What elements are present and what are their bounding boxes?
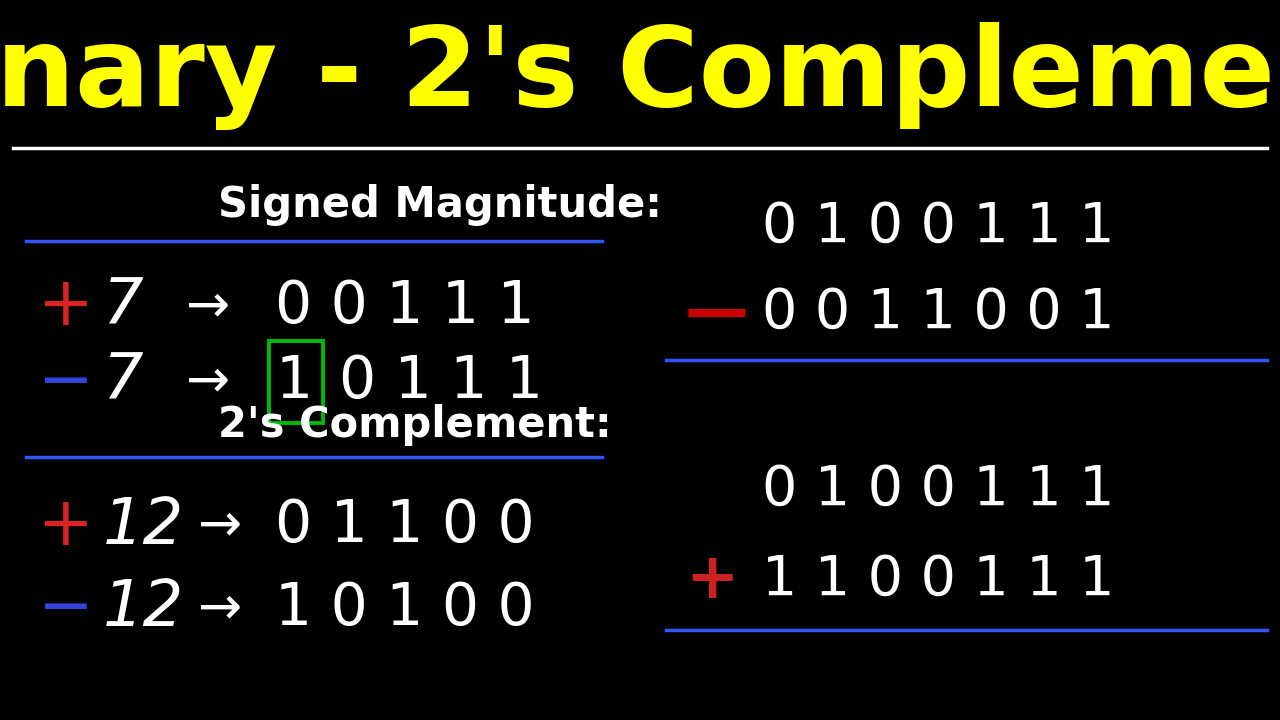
Text: 1 1 0 0 1 1 1: 1 1 0 0 1 1 1 — [762, 553, 1114, 606]
Text: 7: 7 — [102, 275, 143, 337]
Text: +: + — [38, 492, 95, 559]
Text: 0 1 1 1: 0 1 1 1 — [339, 353, 543, 410]
Text: →: → — [198, 500, 243, 552]
Text: →: → — [186, 280, 230, 332]
Text: 0 1 0 0 1 1 1: 0 1 0 0 1 1 1 — [762, 463, 1114, 517]
Text: 12: 12 — [102, 577, 183, 639]
Text: —: — — [685, 282, 749, 344]
Text: 0 1 1 0 0: 0 1 1 0 0 — [275, 497, 535, 554]
Text: →: → — [198, 582, 243, 634]
Text: 0 1 0 0 1 1 1: 0 1 0 0 1 1 1 — [762, 199, 1114, 253]
Text: −: − — [38, 575, 95, 642]
Text: 0 0 1 1 1: 0 0 1 1 1 — [275, 277, 535, 335]
Text: Binary - 2's Complement: Binary - 2's Complement — [0, 22, 1280, 130]
Text: Signed Magnitude:: Signed Magnitude: — [218, 184, 662, 226]
Text: 12: 12 — [102, 495, 183, 557]
Text: 0 0 1 1 0 0 1: 0 0 1 1 0 0 1 — [762, 287, 1114, 341]
Text: 7: 7 — [102, 351, 143, 413]
Text: +: + — [685, 549, 739, 611]
Text: 2's Complement:: 2's Complement: — [218, 404, 612, 446]
Text: →: → — [186, 356, 230, 408]
Text: +: + — [38, 273, 95, 339]
Text: 1 0 1 0 0: 1 0 1 0 0 — [275, 580, 535, 637]
Text: 1: 1 — [275, 353, 312, 410]
Text: −: − — [38, 348, 95, 415]
